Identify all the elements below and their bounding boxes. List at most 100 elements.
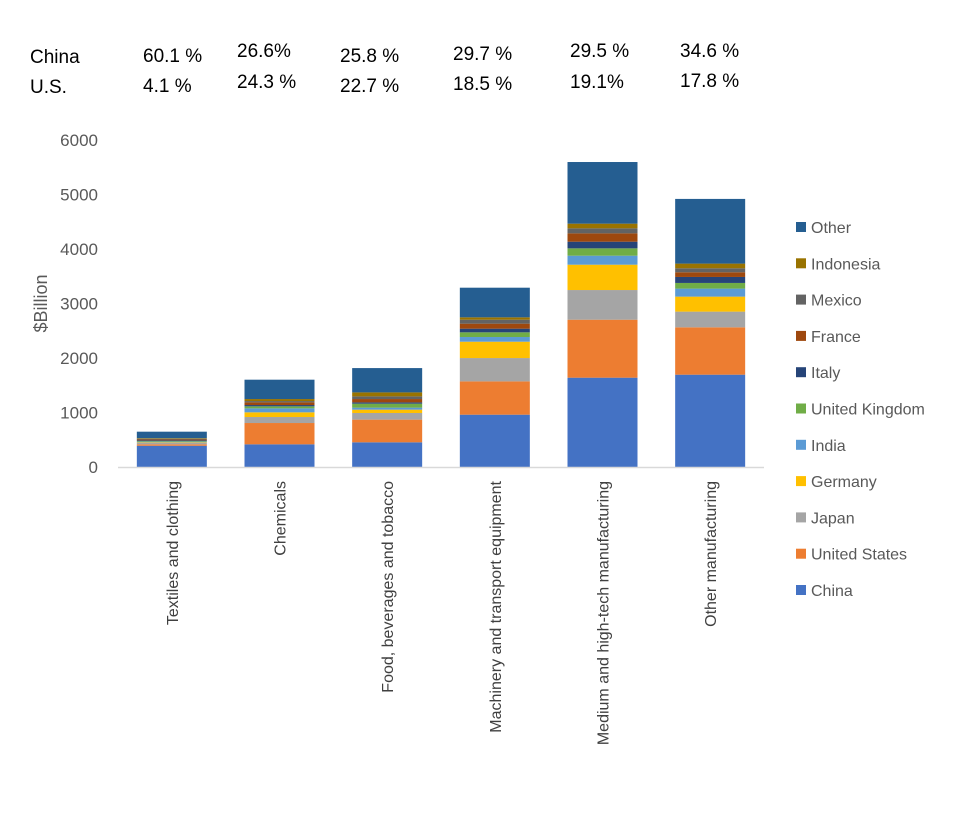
bar-segment-united-states xyxy=(459,381,530,415)
legend-label: Indonesia xyxy=(811,256,880,273)
bar-segment-italy xyxy=(567,241,638,249)
bar-segment-germany xyxy=(675,296,746,312)
legend-label: Germany xyxy=(811,474,877,491)
bar-segment-india xyxy=(352,407,423,410)
us-share-chemicals: 24.3 % xyxy=(237,72,297,93)
bar-segment-china xyxy=(675,374,746,467)
bar-segment-italy xyxy=(136,440,207,442)
bar-segment-india xyxy=(136,441,207,443)
y-tick-label: 5000 xyxy=(60,186,98,205)
bar-segment-china xyxy=(459,414,530,467)
bar-segment-france xyxy=(136,439,207,441)
bar-segment-indonesia xyxy=(567,223,638,229)
legend-label: Other xyxy=(811,220,852,237)
bar-segment-germany xyxy=(244,412,315,418)
x-tick-label: Food, beverages and tobacco xyxy=(380,481,397,693)
bar-segment-france xyxy=(244,402,315,406)
header-row-label-china: China xyxy=(30,47,80,68)
china-share-chemicals: 26.6% xyxy=(237,41,291,62)
bar-segment-china xyxy=(567,377,638,467)
bar-segment-indonesia xyxy=(675,263,746,269)
bar-segment-united-states xyxy=(567,319,638,378)
china-share-machinery: 29.7 % xyxy=(453,44,513,65)
header-row-label-us: U.S. xyxy=(30,77,67,98)
legend-swatch xyxy=(796,258,806,269)
bar-segment-other xyxy=(136,431,207,439)
bar-segment-germany xyxy=(352,409,423,413)
bar-segment-united-kingdom xyxy=(459,332,530,338)
bar-segment-united-kingdom xyxy=(136,441,207,442)
legend-swatch xyxy=(796,294,806,305)
x-tick-label: Machinery and transport equipment xyxy=(488,480,505,732)
bar-segment-italy xyxy=(459,328,530,333)
legend-swatch xyxy=(796,585,806,595)
legend-label: France xyxy=(811,329,861,346)
bar-segment-japan xyxy=(675,311,746,328)
bar-segment-france xyxy=(675,272,746,277)
legend-label: Japan xyxy=(811,510,855,527)
bar-segment-indonesia xyxy=(136,438,207,439)
x-tick-label: Medium and high-tech manufacturing xyxy=(596,481,613,745)
bar-segment-japan xyxy=(244,417,315,424)
bar-segment-united-kingdom xyxy=(567,248,638,256)
bar-segment-united-kingdom xyxy=(675,282,746,289)
x-tick-label: Other manufacturing xyxy=(703,481,720,627)
legend-label: Mexico xyxy=(811,293,862,310)
bar-segment-india xyxy=(244,408,315,413)
bar-segment-japan xyxy=(567,290,638,320)
legend-swatch xyxy=(796,222,806,232)
bar-segment-mexico xyxy=(459,319,530,324)
legend-swatch xyxy=(796,476,806,487)
us-share-hightech: 19.1% xyxy=(570,72,624,93)
china-share-hightech: 29.5 % xyxy=(570,41,630,62)
bar-segment-japan xyxy=(352,412,423,420)
bar-segment-other xyxy=(352,368,423,393)
legend-swatch xyxy=(796,439,806,450)
china-share-textiles: 60.1 % xyxy=(143,46,203,67)
bar-segment-china xyxy=(136,445,207,467)
bar-segment-china xyxy=(352,442,423,467)
x-tick-label: Chemicals xyxy=(273,481,290,556)
bar-segment-other xyxy=(459,287,530,318)
legend-label: China xyxy=(811,583,853,600)
bar-segment-united-kingdom xyxy=(352,403,423,408)
bar-segment-indonesia xyxy=(352,392,423,397)
bar-segment-germany xyxy=(459,341,530,359)
legend-swatch xyxy=(796,512,806,523)
bar-segment-france xyxy=(459,323,530,329)
bar-segment-china xyxy=(244,444,315,467)
legend-label: India xyxy=(811,438,846,455)
china-share-other: 34.6 % xyxy=(680,41,740,62)
us-share-textiles: 4.1 % xyxy=(143,76,192,97)
bar-segment-mexico xyxy=(567,228,638,234)
bar-segment-united-states xyxy=(352,419,423,443)
bar-segment-mexico xyxy=(136,438,207,440)
bar-segment-mexico xyxy=(675,268,746,273)
bar-segment-other xyxy=(244,379,315,400)
bar-segment-japan xyxy=(136,442,207,445)
bar-segment-other xyxy=(675,198,746,264)
bar-segment-united-states xyxy=(136,444,207,446)
x-tick-label: Textiles and clothing xyxy=(165,481,182,625)
us-share-food: 22.7 % xyxy=(340,76,400,97)
legend-label: United Kingdom xyxy=(811,402,925,419)
y-tick-label: 3000 xyxy=(60,295,98,314)
bar-segment-france xyxy=(352,399,423,403)
legend-swatch xyxy=(796,330,806,341)
y-tick-label: 0 xyxy=(89,458,98,477)
legend-label: United States xyxy=(811,547,907,564)
bar-segment-japan xyxy=(459,358,530,382)
bar-segment-indonesia xyxy=(244,399,315,402)
y-tick-label: 6000 xyxy=(60,131,98,150)
bar-segment-mexico xyxy=(244,401,315,403)
bar-segment-italy xyxy=(352,402,423,404)
legend-swatch xyxy=(796,367,806,378)
y-axis-label: $Billion xyxy=(31,274,51,332)
y-tick-label: 2000 xyxy=(60,349,98,368)
bar-segment-italy xyxy=(244,405,315,407)
bar-segment-italy xyxy=(675,276,746,283)
bar-segment-united-states xyxy=(675,327,746,375)
us-share-other: 17.8 % xyxy=(680,71,740,92)
bar-segment-mexico xyxy=(352,396,423,400)
